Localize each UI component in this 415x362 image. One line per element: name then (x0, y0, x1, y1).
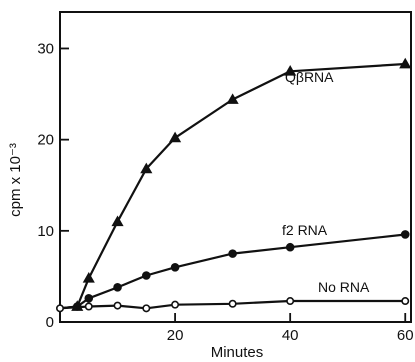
data-point (171, 300, 180, 309)
series-label: No RNA (318, 279, 370, 295)
data-point (401, 297, 410, 306)
y-tick-label: 0 (46, 314, 54, 331)
data-point (111, 215, 124, 227)
data-point (170, 262, 180, 272)
data-point (226, 93, 239, 104)
y-tick-label: 10 (37, 223, 54, 240)
x-tick-label: 40 (282, 327, 299, 344)
y-tick-label: 20 (37, 132, 54, 149)
data-point (142, 304, 151, 313)
data-point (113, 301, 122, 310)
data-point (400, 230, 410, 239)
y-axis-title: cpm x 10⁻³ (7, 143, 24, 217)
series-line (59, 233, 406, 310)
x-tick-label: 60 (397, 327, 414, 344)
plot-frame (59, 11, 412, 323)
series-2: No RNA (59, 279, 410, 313)
series-layer: QβRNA f2 RNA No RNA (55, 57, 412, 313)
x-axis-title: Minutes (211, 344, 264, 361)
origin-point (55, 304, 64, 313)
data-point (142, 271, 151, 280)
data-point (84, 302, 93, 311)
y-tick-label: 30 (37, 40, 54, 57)
data-point (399, 57, 412, 69)
data-point (284, 65, 297, 76)
data-point (140, 162, 153, 174)
data-point (113, 283, 122, 292)
series-label: f2 RNA (282, 222, 328, 238)
ticks: 0 10 20 30 20 40 60 (37, 40, 413, 344)
series-0: QβRNA (59, 57, 412, 311)
data-point (228, 249, 237, 258)
data-point (169, 131, 182, 143)
data-point (285, 242, 295, 252)
data-point (228, 299, 237, 308)
data-point (84, 293, 94, 303)
series-1: f2 RNA (59, 222, 410, 311)
series-line (59, 299, 406, 310)
axes (59, 11, 412, 323)
data-point (82, 272, 95, 283)
data-point (286, 297, 295, 306)
series-label: QβRNA (285, 69, 334, 85)
x-tick-label: 20 (167, 327, 184, 344)
